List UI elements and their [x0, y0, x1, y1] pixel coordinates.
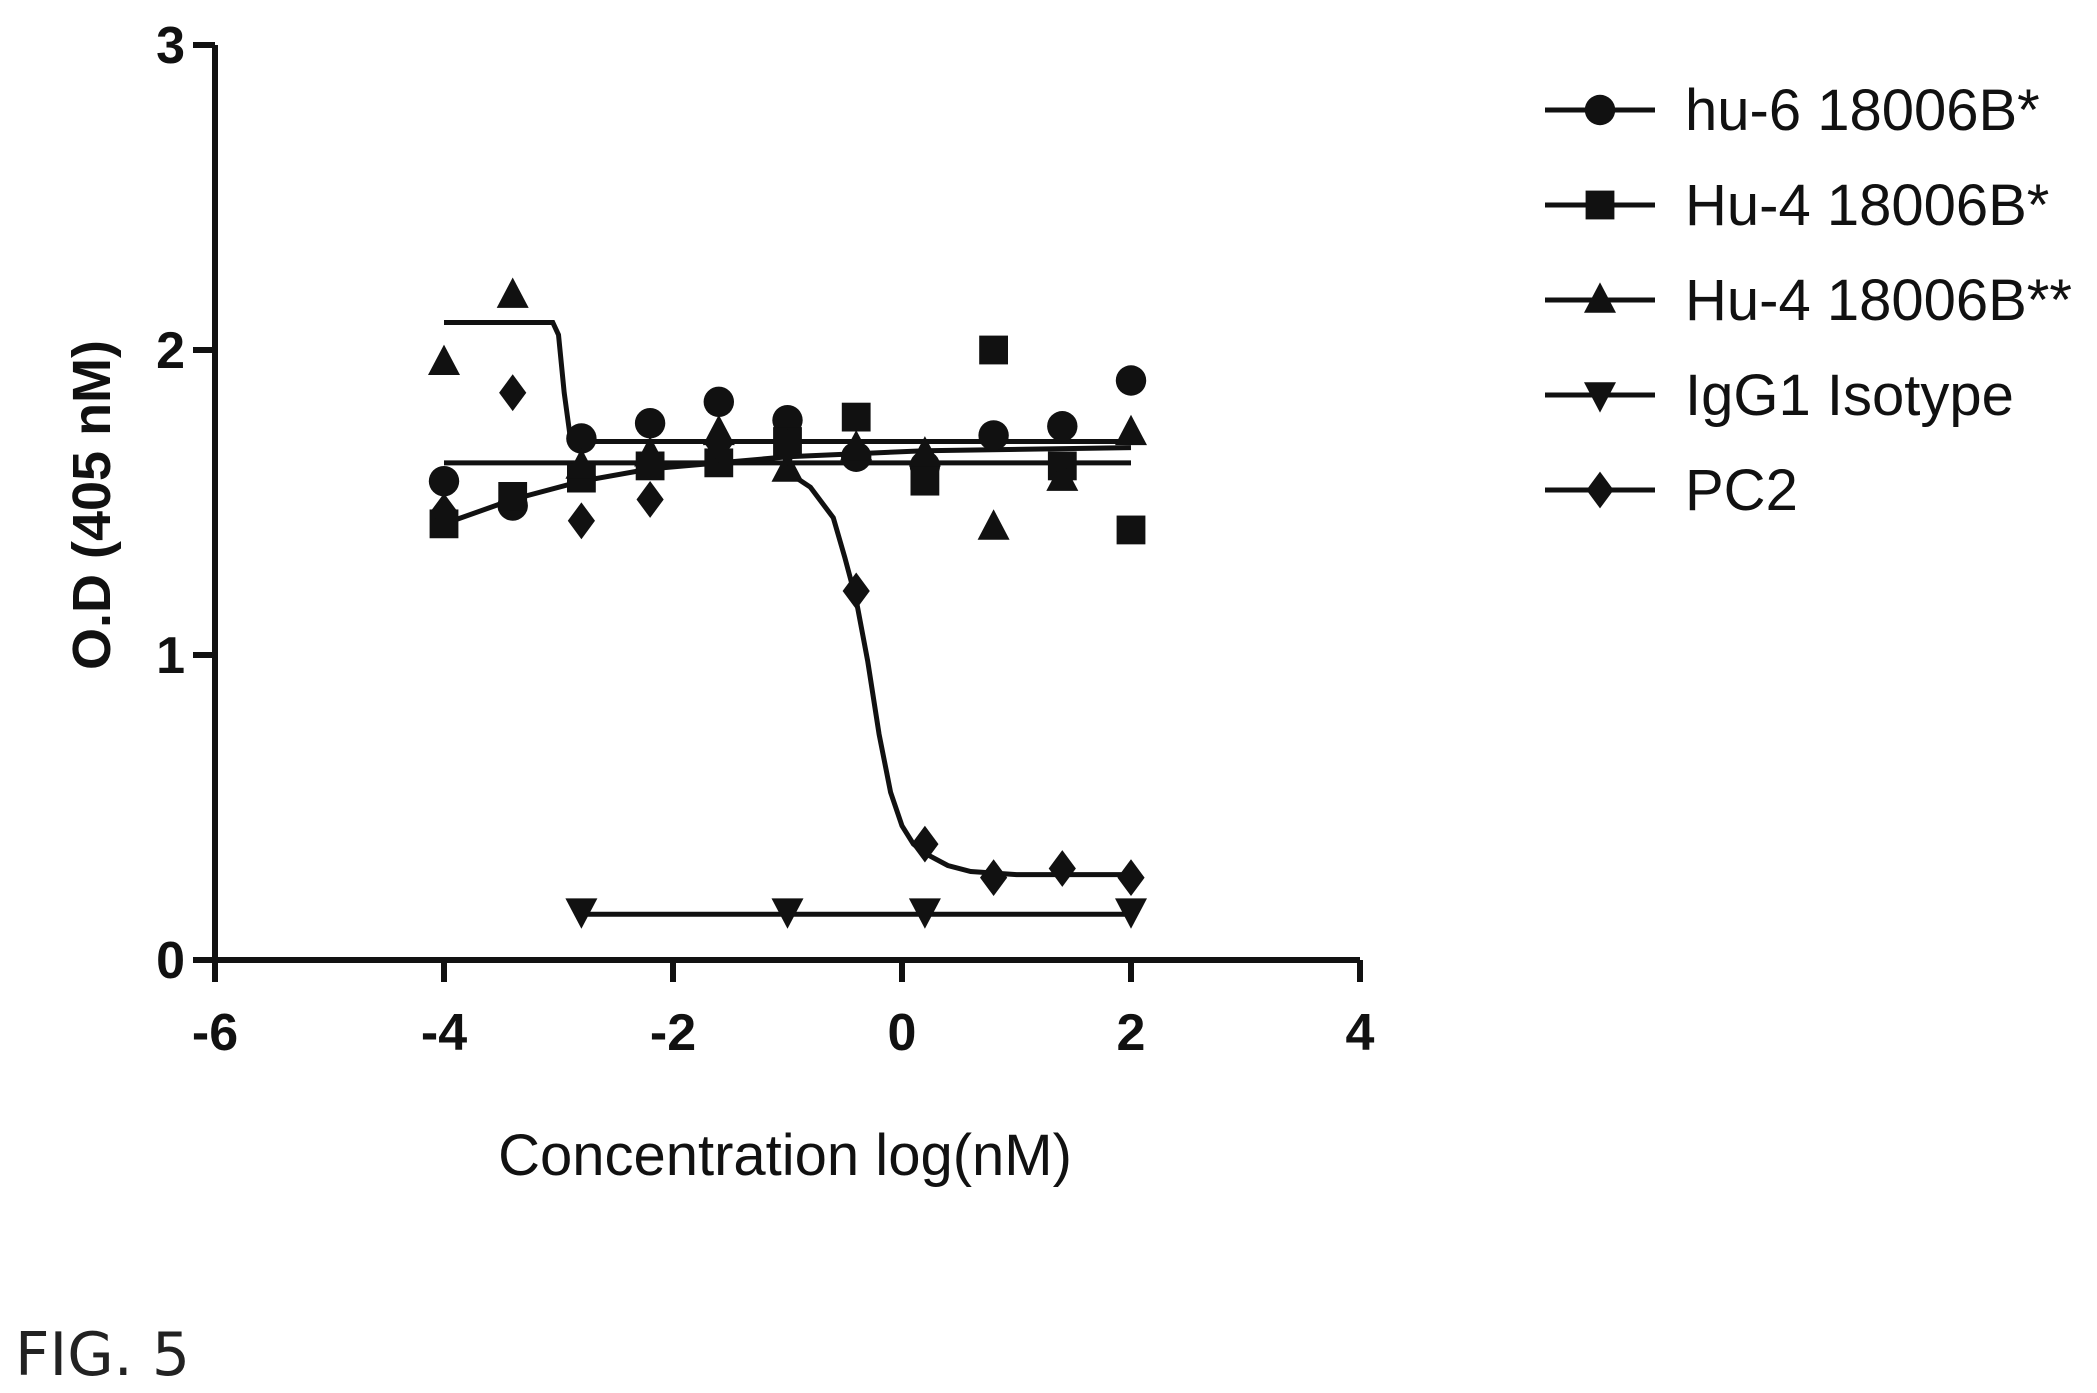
figure-label: FIG. 5: [15, 1320, 190, 1390]
y-tick-label: 1: [156, 627, 185, 685]
point-hu-4-18006b: [498, 482, 528, 511]
y-tick-label: 2: [156, 322, 185, 380]
x-tick-label: 0: [888, 1004, 917, 1062]
legend-marker-igg1-isotype: [1584, 382, 1616, 413]
data-points: [428, 277, 1147, 929]
point-pc2: [705, 426, 733, 463]
legend-label-hu-6-18006b: hu-6 18006B*: [1685, 78, 2040, 143]
point-igg1-isotype: [908, 898, 941, 929]
legend-marker-hu-4-18006b: [1584, 282, 1616, 313]
point-hu-4-18006b: [771, 451, 804, 482]
legend-label-igg1-isotype: IgG1 Isotype: [1685, 363, 2014, 428]
point-hu-6-18006b: [703, 386, 734, 418]
fit-line-pc2: [786, 469, 1131, 878]
point-hu-4-18006b: [428, 344, 460, 375]
point-hu-4-18006b: [634, 436, 667, 467]
point-hu-6-18006b: [634, 408, 666, 439]
point-hu-6-18006b: [1115, 365, 1147, 396]
point-pc2: [1117, 859, 1145, 897]
point-hu-6-18006b: [428, 465, 460, 497]
x-axis-label: Concentration log(nM): [498, 1123, 1072, 1188]
y-tick-label: 0: [156, 932, 185, 990]
axes: [193, 42, 1363, 982]
x-tick-label: 2: [1117, 1004, 1146, 1062]
legend-label-hu-4-18006b: Hu-4 18006B*: [1685, 173, 2049, 238]
legend-label-pc2: PC2: [1685, 458, 1798, 523]
legend: hu-6 18006B* Hu-4 18006B* Hu-4 18006B** IgG…: [1545, 78, 2072, 523]
y-axis-label: O.D (405 nM): [62, 340, 122, 670]
point-hu-6-18006b: [1047, 411, 1078, 442]
point-pc2: [773, 429, 802, 466]
point-hu-4-18006b: [910, 466, 940, 496]
point-pc2: [567, 502, 595, 540]
point-pc2: [430, 493, 458, 531]
y-tick-label: 3: [156, 17, 185, 75]
point-igg1-isotype: [565, 898, 598, 929]
point-pc2: [636, 481, 664, 518]
legend-marker-hu-4-18006b: [1585, 190, 1615, 220]
point-hu-4-18006b: [496, 277, 529, 308]
x-tick-label: -2: [650, 1004, 696, 1062]
x-tick-label: 4: [1346, 1004, 1375, 1062]
point-hu-4-18006b: [1115, 414, 1147, 446]
point-pc2: [499, 374, 527, 412]
point-igg1-isotype: [771, 898, 804, 929]
point-pc2: [980, 859, 1008, 897]
tick-labels: 0 1 2 3 -6 -4 -2 0 2 4: [156, 17, 1374, 1062]
legend-marker-pc2: [1586, 471, 1614, 509]
legend-label-hu-4-18006b: Hu-4 18006B**: [1685, 268, 2072, 333]
x-tick-label: -4: [421, 1004, 467, 1062]
point-hu-4-18006b: [1046, 460, 1079, 491]
point-pc2: [1048, 850, 1076, 887]
x-tick-label: -6: [192, 1004, 238, 1062]
point-hu-4-18006b: [840, 430, 873, 461]
point-hu-6-18006b: [566, 423, 597, 454]
point-hu-4-18006b: [1116, 515, 1146, 545]
point-pc2: [842, 572, 870, 610]
point-hu-6-18006b: [978, 420, 1009, 451]
point-hu-4-18006b: [841, 402, 871, 432]
point-pc2: [911, 825, 939, 863]
point-hu-4-18006b: [977, 509, 1010, 540]
legend-marker-hu-6-18006b: [1584, 94, 1616, 126]
point-hu-4-18006b: [908, 436, 941, 467]
point-hu-4-18006b: [565, 448, 598, 479]
point-hu-4-18006b: [979, 335, 1008, 365]
point-igg1-isotype: [1115, 898, 1147, 929]
